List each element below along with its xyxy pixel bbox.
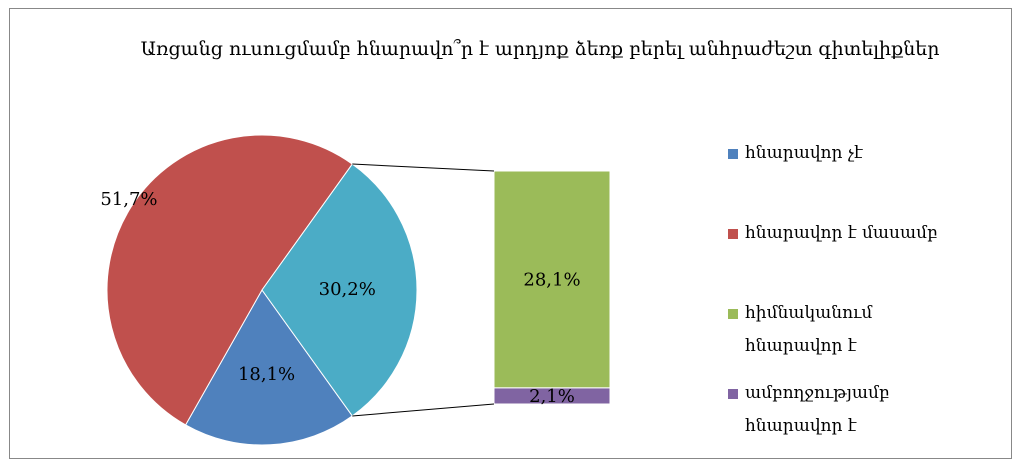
chart-frame bbox=[9, 8, 1012, 459]
pie-slice bbox=[261, 163, 418, 417]
connector bbox=[352, 163, 495, 172]
data-label: 18,1% bbox=[238, 364, 295, 385]
data-label: 2,1% bbox=[529, 386, 575, 407]
pie-slice bbox=[106, 134, 354, 426]
legend-swatch bbox=[728, 229, 738, 239]
legend-swatch bbox=[728, 149, 738, 159]
data-label: 51,7% bbox=[100, 189, 157, 210]
bar-segment bbox=[493, 170, 611, 389]
connector bbox=[352, 403, 495, 417]
legend-label: հնարավոր չէ bbox=[745, 143, 863, 163]
legend-item: հիմնականում հնարավոր է bbox=[728, 297, 938, 363]
legend-item: ամբողջությամբ հնարավոր է bbox=[728, 377, 938, 443]
legend-swatch bbox=[728, 309, 738, 319]
pie-slice bbox=[184, 289, 354, 446]
legend-item: հնարավոր է մասամբ bbox=[728, 217, 938, 250]
legend-item: հնարավոր չէ bbox=[728, 137, 938, 170]
chart-title: Առցանց ուսուցմամբ հնարավո՞ր է արդյոք ձեռ… bbox=[140, 38, 940, 60]
legend-label: հնարավոր է մասամբ bbox=[745, 223, 938, 243]
legend-swatch bbox=[728, 389, 738, 399]
legend-label: ամբողջությամբ հնարավոր է bbox=[745, 383, 890, 436]
legend-label: հիմնականում հնարավոր է bbox=[745, 303, 873, 356]
data-label: 28,1% bbox=[523, 269, 580, 290]
data-label: 30,2% bbox=[319, 279, 376, 300]
